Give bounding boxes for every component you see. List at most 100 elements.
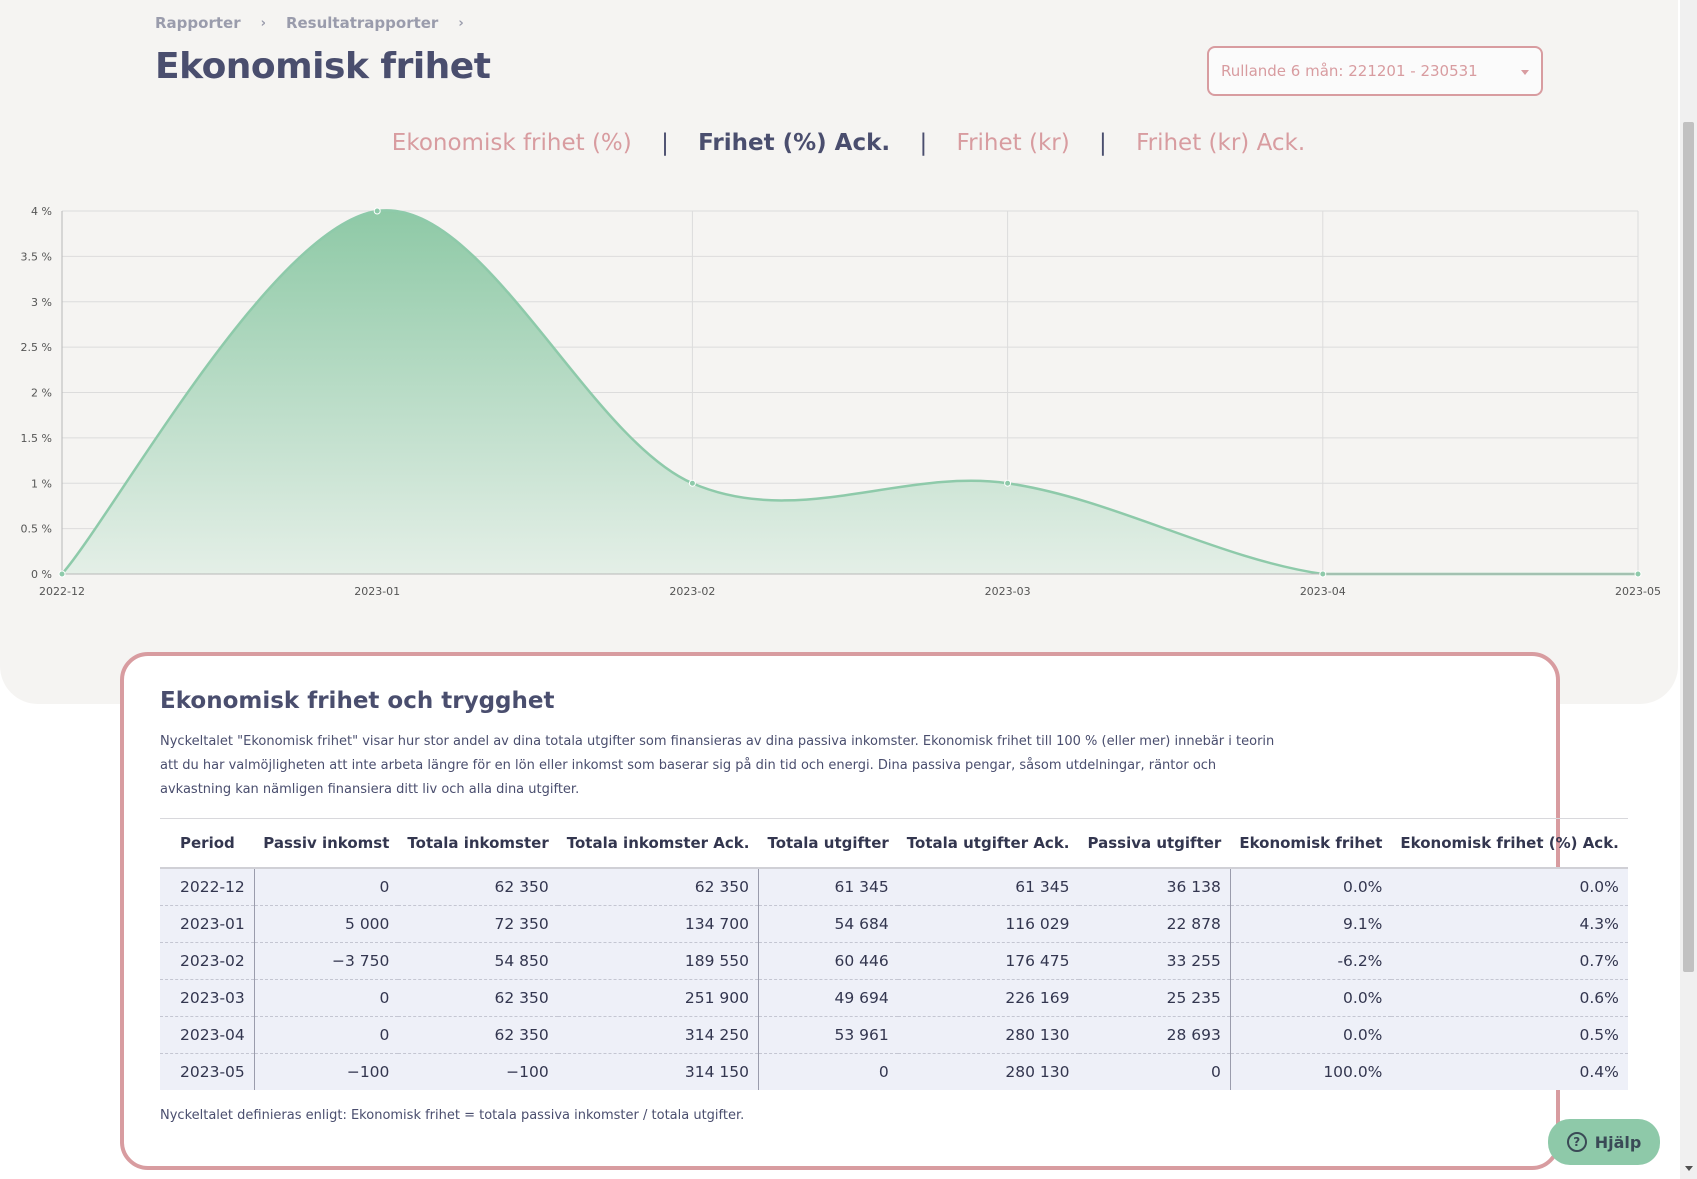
freedom-table: Period Passiv inkomst Totala inkomster T… <box>160 818 1628 1090</box>
y-tick-label: 2.5 % <box>21 341 52 354</box>
table-cell: 2023-02 <box>160 942 255 980</box>
col-header: Ekonomisk frihet (%) Ack. <box>1391 818 1628 869</box>
table-cell: 36 138 <box>1078 868 1231 906</box>
breadcrumb-resultatrapporter[interactable]: Resultatrapporter <box>285 14 439 32</box>
table-row: 2023-02 −3 750 54 850 189 550 60 446 176… <box>160 942 1628 980</box>
table-cell: 33 255 <box>1078 942 1231 980</box>
table-cell: 61 345 <box>897 868 1079 906</box>
col-header: Totala inkomster Ack. <box>557 818 759 869</box>
table-cell: 0.5% <box>1391 1016 1628 1054</box>
card-footnote: Nyckeltalet definieras enligt: Ekonomisk… <box>160 1108 745 1123</box>
y-tick-label: 3.5 % <box>21 250 52 263</box>
table-cell: 62 350 <box>398 979 558 1017</box>
tab-divider: | <box>919 130 928 156</box>
period-select[interactable]: Rullande 6 mån: 221201 - 230531 <box>1207 46 1543 96</box>
table-cell: 314 150 <box>557 1053 759 1090</box>
tab-frihet-kr-ack[interactable]: Frihet (kr) Ack. <box>1136 130 1306 156</box>
table-row: 2023-03 0 62 350 251 900 49 694 226 169 … <box>160 979 1628 1017</box>
table-cell: 0.0% <box>1230 868 1392 906</box>
table-cell: 100.0% <box>1230 1053 1392 1090</box>
col-header: Ekonomisk frihet <box>1230 818 1392 869</box>
table-cell: 0.0% <box>1230 979 1392 1017</box>
table-cell: 251 900 <box>557 979 759 1017</box>
card-description: Nyckeltalet "Ekonomisk frihet" visar hur… <box>160 734 1275 797</box>
table-cell: 2023-04 <box>160 1016 255 1054</box>
page-title: Ekonomisk frihet <box>155 46 491 87</box>
table-cell: 22 878 <box>1078 905 1231 943</box>
help-button-label: Hjälp <box>1594 1132 1642 1152</box>
x-tick-label: 2023-02 <box>669 585 715 598</box>
table-cell: 4.3% <box>1391 905 1628 943</box>
table-cell: 2023-05 <box>160 1053 255 1090</box>
table-cell: 176 475 <box>897 942 1079 980</box>
table-cell: 314 250 <box>557 1016 759 1054</box>
table-cell: 116 029 <box>897 905 1079 943</box>
table-cell: 0.4% <box>1391 1053 1628 1090</box>
table-cell: 0 <box>254 979 399 1017</box>
data-point <box>688 479 696 487</box>
table-cell: 0.0% <box>1230 1016 1392 1054</box>
table-cell: 0 <box>254 1016 399 1054</box>
data-point <box>58 570 66 578</box>
table-cell: 2023-01 <box>160 905 255 943</box>
x-tick-label: 2022-12 <box>39 585 85 598</box>
table-cell: 61 345 <box>758 868 898 906</box>
table-cell: 0 <box>1078 1053 1231 1090</box>
table-cell: −100 <box>398 1053 558 1090</box>
table-cell: 189 550 <box>557 942 759 980</box>
scrollbar-thumb[interactable] <box>1683 122 1694 972</box>
table-row: 2022-12 0 62 350 62 350 61 345 61 345 36… <box>160 868 1628 906</box>
table-cell: 62 350 <box>557 868 759 906</box>
table-cell: -6.2% <box>1230 942 1392 980</box>
table-cell: 54 684 <box>758 905 898 943</box>
col-header: Passiv inkomst <box>254 818 399 869</box>
scroll-down-arrow-icon[interactable] <box>1685 1166 1693 1171</box>
area-fill <box>62 210 1638 574</box>
table-cell: 72 350 <box>398 905 558 943</box>
table-row: 2023-05 −100 −100 314 150 0 280 130 0 10… <box>160 1053 1628 1090</box>
breadcrumb-separator-icon: › <box>260 15 266 31</box>
info-card: Ekonomisk frihet och trygghet Nyckeltale… <box>120 652 1628 1170</box>
tab-divider: | <box>1099 130 1107 156</box>
table-cell: 9.1% <box>1230 905 1392 943</box>
y-tick-label: 0.5 % <box>21 523 52 536</box>
col-header: Totala utgifter Ack. <box>897 818 1079 869</box>
breadcrumb-rapporter[interactable]: Rapporter <box>155 14 241 32</box>
col-header: Passiva utgifter <box>1078 818 1231 869</box>
y-tick-label: 1.5 % <box>21 432 52 445</box>
y-tick-label: 0 % <box>31 568 52 581</box>
data-point <box>1634 570 1642 578</box>
table-row: 2023-01 5 000 72 350 134 700 54 684 116 … <box>160 905 1628 943</box>
y-tick-label: 1 % <box>31 477 52 490</box>
table-cell: 0 <box>254 868 399 906</box>
tab-frihet-procent-ack[interactable]: Frihet (%) Ack. <box>698 130 891 156</box>
data-point <box>373 207 381 215</box>
data-point <box>1319 570 1327 578</box>
data-point <box>1004 479 1012 487</box>
help-button[interactable]: ? Hjälp <box>1548 1119 1660 1165</box>
table-cell: 226 169 <box>897 979 1079 1017</box>
table-cell: 28 693 <box>1078 1016 1231 1054</box>
tab-divider: | <box>661 130 669 156</box>
table-cell: −3 750 <box>254 942 399 980</box>
table-cell: −100 <box>254 1053 399 1090</box>
tab-ekonomisk-frihet-procent[interactable]: Ekonomisk frihet (%) <box>391 130 632 156</box>
table-cell: 5 000 <box>254 905 399 943</box>
table-cell: 2022-12 <box>160 868 255 906</box>
x-tick-label: 2023-03 <box>985 585 1031 598</box>
table-cell: 54 850 <box>398 942 558 980</box>
tab-frihet-kr[interactable]: Frihet (kr) <box>956 130 1070 156</box>
chart-tabs: Ekonomisk frihet (%) | Frihet (%) Ack. |… <box>0 130 1697 156</box>
y-tick-label: 3 % <box>31 296 52 309</box>
col-header: Period <box>160 818 255 869</box>
freedom-area-chart: 0 % 0.5 % 1 % 1.5 % 2 % 2.5 % 3 % 3.5 % 4 % 2022-… <box>21 205 1661 598</box>
table-cell: 280 130 <box>897 1016 1079 1054</box>
table-cell: 134 700 <box>557 905 759 943</box>
x-tick-label: 2023-01 <box>354 585 400 598</box>
table-cell: 49 694 <box>758 979 898 1017</box>
table-cell: 2023-03 <box>160 979 255 1017</box>
table-cell: 0 <box>758 1053 898 1090</box>
col-header: Totala inkomster <box>398 818 558 869</box>
breadcrumb: Rapporter › Resultatrapporter › <box>155 14 464 32</box>
table-cell: 0.6% <box>1391 979 1628 1017</box>
